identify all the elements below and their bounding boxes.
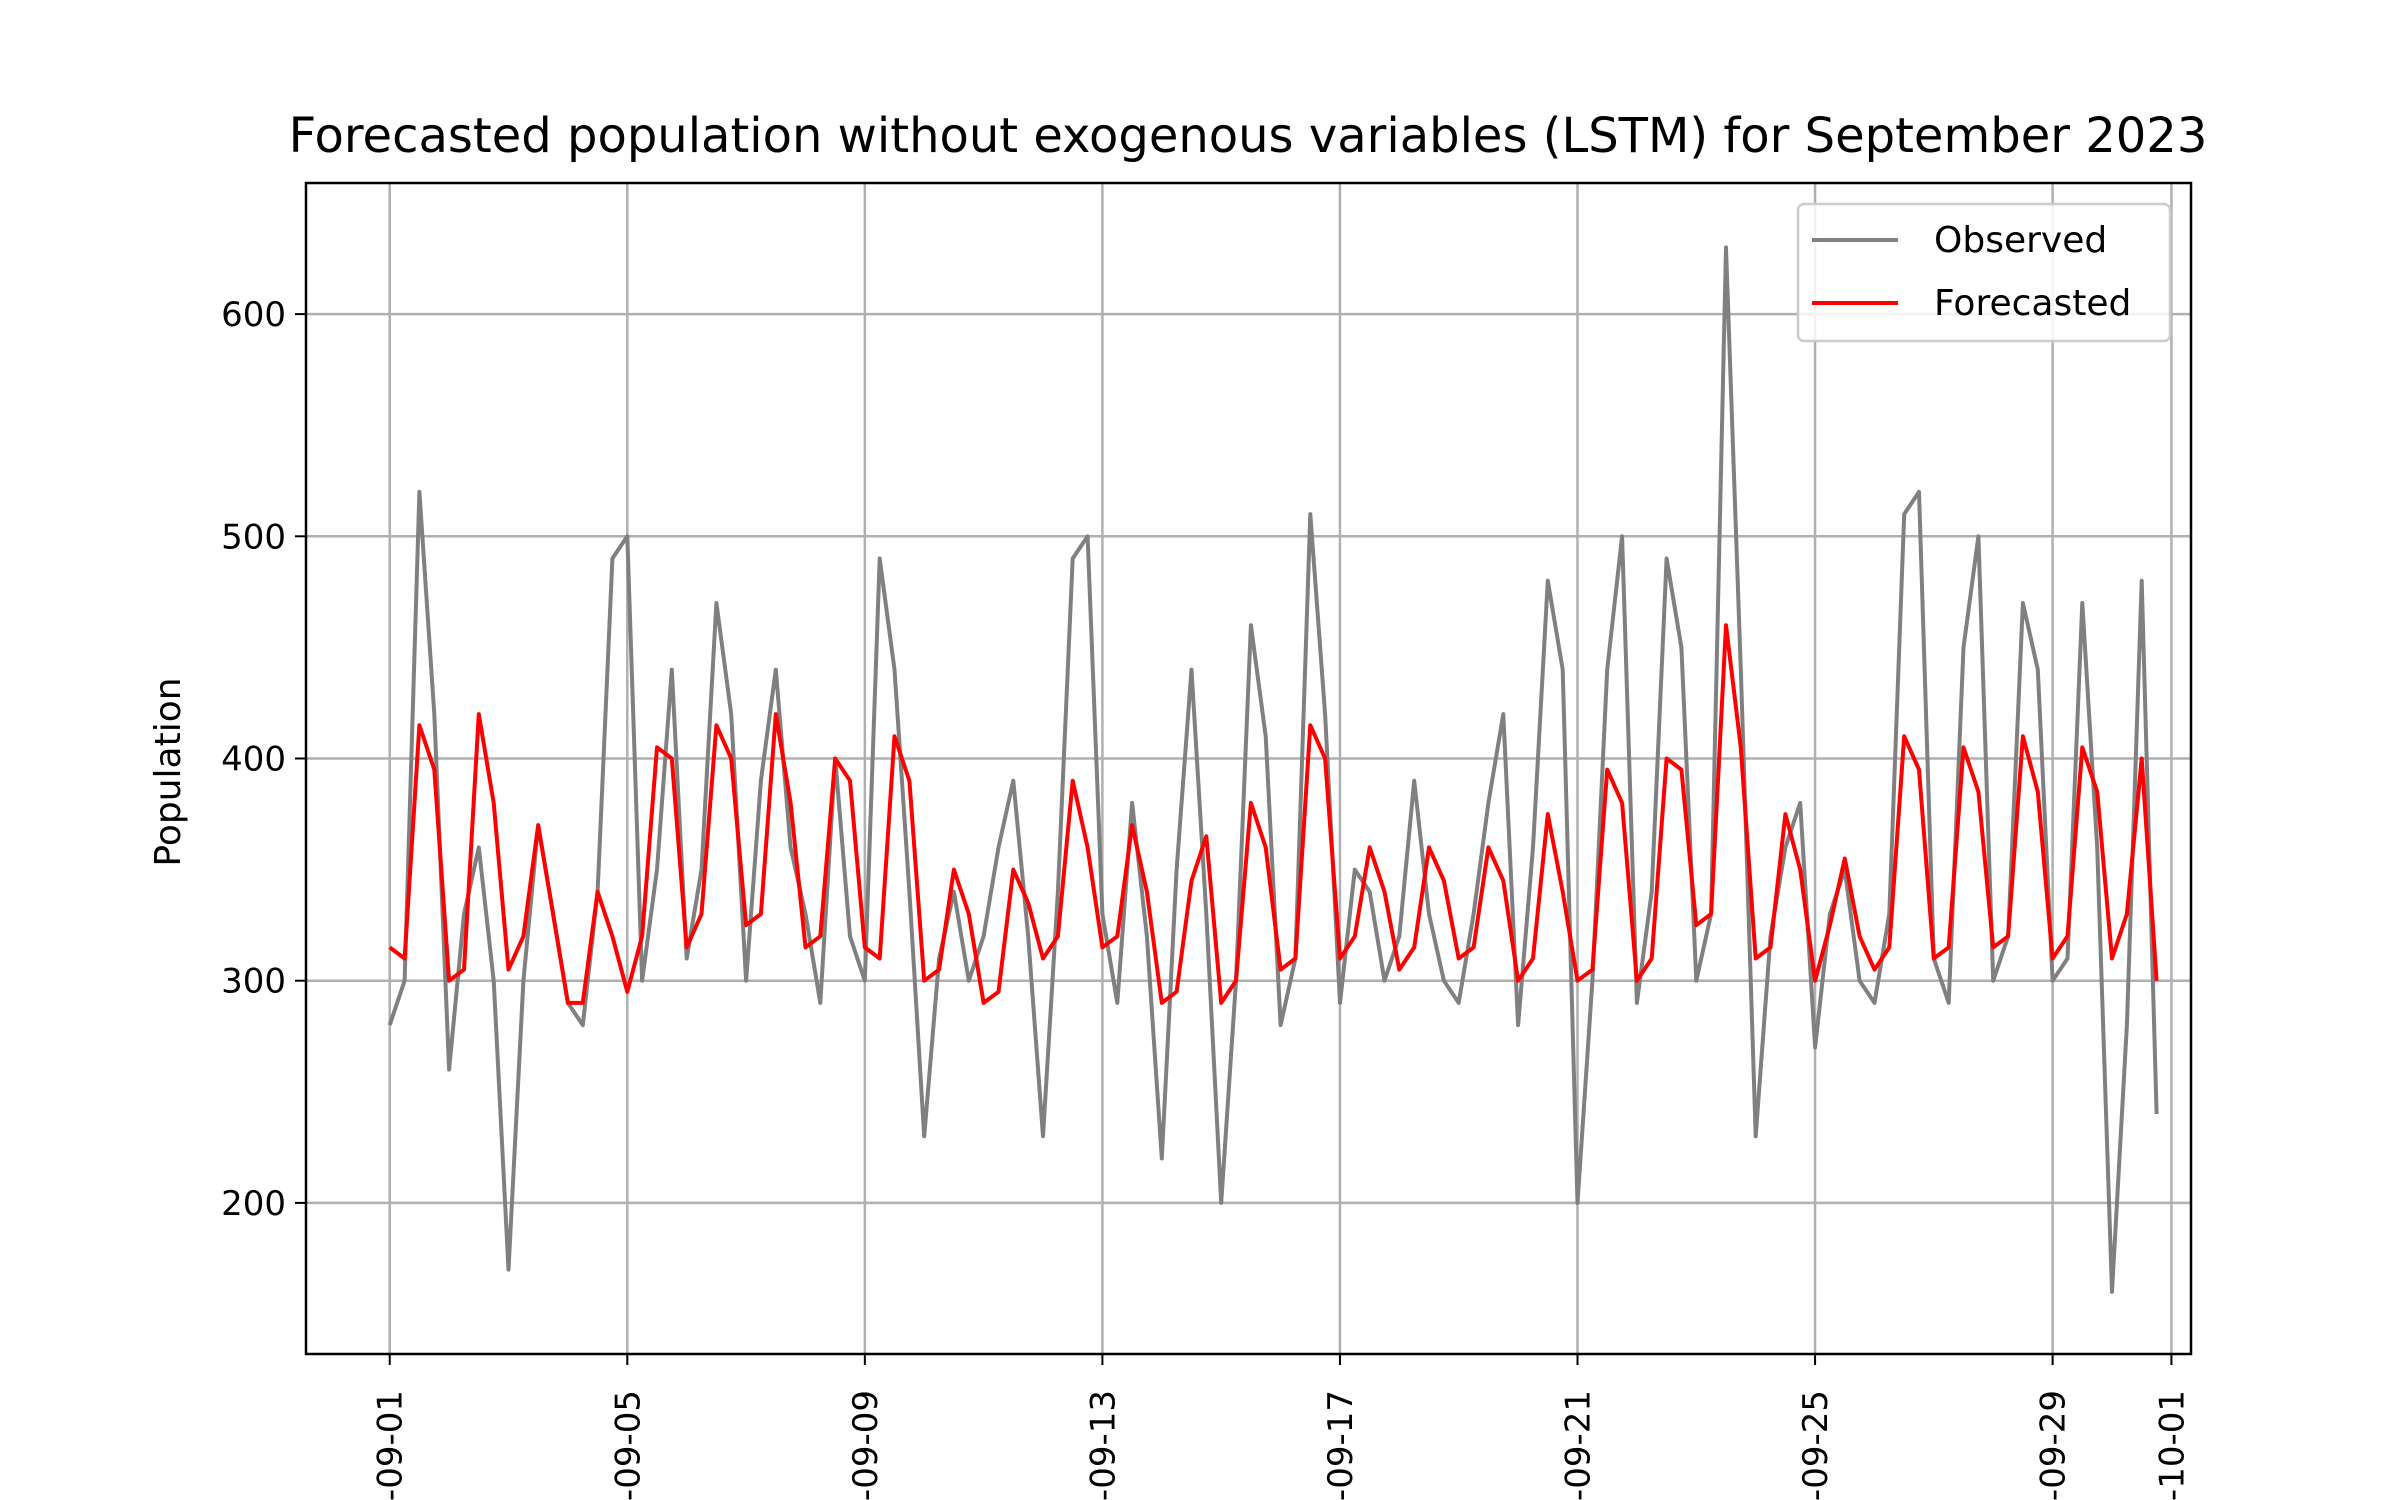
y-tick-label: 200 — [221, 1184, 286, 1224]
x-tick-label: 2023-09-01 — [371, 1390, 411, 1500]
x-tick-label: 2023-09-09 — [846, 1390, 886, 1500]
x-tick-label: 2023-09-17 — [1321, 1390, 1361, 1500]
legend-label: Forecasted — [1934, 283, 2131, 324]
x-tick-label: 2023-09-21 — [1559, 1390, 1599, 1500]
y-tick-label: 400 — [221, 740, 286, 780]
x-tick-label: 2023-10-01 — [2152, 1390, 2192, 1500]
series-line — [388, 623, 2159, 1005]
y-tick-label: 500 — [221, 517, 286, 557]
x-tick-label: 2023-09-25 — [1796, 1390, 1836, 1500]
y-axis-label: Population — [148, 677, 189, 866]
x-tick-label: 2023-09-13 — [1083, 1390, 1123, 1500]
y-tick-label: 300 — [221, 962, 286, 1002]
x-tick-label: 2023-09-29 — [2034, 1390, 2074, 1500]
plot-frame — [304, 181, 2193, 1356]
chart-title: Forecasted population without exogenous … — [289, 108, 2208, 164]
legend-label: Observed — [1934, 220, 2107, 261]
y-tick-label: 600 — [221, 295, 286, 335]
x-tick-label: 2023-09-05 — [608, 1390, 648, 1500]
